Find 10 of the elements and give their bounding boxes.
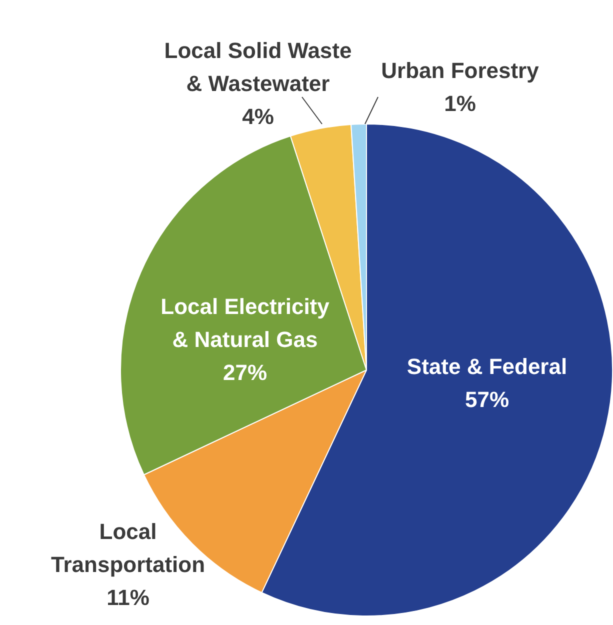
data-label: 4% [242,104,274,130]
slice-label: Local Transportation [50,519,206,578]
slice-label: Local Electricity & Natural Gas [160,294,330,352]
data-label: 57% [464,387,510,412]
data-label: 1% [444,91,476,116]
data-label: 27% [222,360,268,386]
slice-label: Local Solid Waste & Wastewater [164,38,352,96]
slice-label: State & Federal [406,354,568,380]
slice-label: Urban Forestry [381,58,540,84]
data-label: 11% [106,585,150,610]
